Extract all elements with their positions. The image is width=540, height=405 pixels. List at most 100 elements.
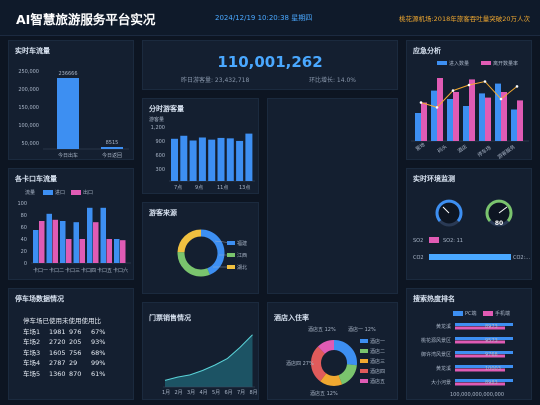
bar bbox=[511, 109, 517, 141]
table-header: 停车场 已使用 未使用 使用比 bbox=[23, 316, 113, 327]
bar bbox=[236, 140, 244, 181]
news-ticker[interactable]: 桃花源机场:2018年旅客吞吐量突破20万人次 bbox=[398, 15, 530, 23]
bar-outbound bbox=[93, 222, 99, 263]
vehicle-flow-chart: 250,000 200,000 150,000 100,000 50,000 2… bbox=[18, 69, 129, 159]
yesterday-stat: 昨日游客量: 23,432,718 bbox=[181, 77, 250, 84]
legend-label: 酒店三 bbox=[370, 358, 385, 365]
row-value: 8973 bbox=[485, 324, 498, 330]
y-tick: 60 bbox=[21, 225, 27, 231]
bar-inbound bbox=[87, 207, 93, 263]
growth-stat: 环比增长: 14.0% bbox=[309, 77, 356, 84]
y-tick: 300 bbox=[155, 167, 165, 173]
bar bbox=[415, 113, 421, 141]
overview-panel: 110,001,262 昨日游客量: 23,432,718 环比增长: 14.0… bbox=[142, 40, 398, 90]
so2-bar bbox=[429, 237, 439, 243]
legend-label: 酒店一 bbox=[370, 338, 385, 345]
search-panel: 搜索热度排名 PC端 手机端 黄龙溪 8973 桃花源风景区 9573 御许湾风景区 97… bbox=[406, 288, 532, 400]
bar-outbound bbox=[106, 239, 112, 263]
panel-title: 各卡口车流量 bbox=[15, 175, 57, 183]
table-row: 车场2 2720 205 93% bbox=[23, 338, 106, 346]
source-donut: 福建 江西 湖北 bbox=[177, 229, 247, 277]
x-label: 营地 bbox=[414, 141, 426, 152]
donut-slice bbox=[177, 229, 225, 277]
row-value: 9768 bbox=[485, 352, 498, 358]
legend-swatch bbox=[227, 265, 235, 269]
header-cell: 未使用 bbox=[62, 317, 82, 325]
legend-title: 流量 bbox=[25, 189, 35, 196]
legend-label: PC端 bbox=[465, 310, 477, 317]
co2-value: CO2:... bbox=[513, 255, 530, 261]
legend-label: 湖北 bbox=[237, 264, 247, 271]
bar-outbound bbox=[120, 240, 126, 263]
source-panel: 游客来源 福建 江西 湖北 bbox=[142, 202, 259, 294]
bar-mobile bbox=[455, 354, 505, 358]
legend-swatch bbox=[453, 311, 463, 316]
bar-mobile bbox=[455, 326, 505, 330]
bar-pc bbox=[455, 323, 513, 326]
x-label: 码头 bbox=[436, 143, 448, 154]
hotel-donut: 酒店五 12% 酒店一 12% 酒店四 27% 酒店五 12% 酒店一 酒店二 … bbox=[286, 326, 385, 397]
line-point bbox=[451, 89, 455, 92]
row-label: 黄龙溪 bbox=[436, 365, 451, 372]
y-tick: 600 bbox=[155, 153, 165, 159]
vehicle-flow-panel: 实时车流量 250,000 200,000 150,000 100,000 50… bbox=[8, 40, 134, 160]
area-fill bbox=[165, 334, 253, 387]
x-label: 游客服务 bbox=[496, 143, 516, 160]
bar-return bbox=[101, 147, 123, 149]
y-tick: 40 bbox=[21, 237, 27, 243]
line-point bbox=[435, 106, 439, 109]
bar bbox=[217, 137, 225, 181]
panel-title: 实时车流量 bbox=[15, 47, 50, 55]
donut-slice bbox=[177, 229, 225, 277]
y-tick: 1,200 bbox=[151, 125, 165, 131]
header-cell: 已使用 bbox=[42, 317, 63, 325]
bar bbox=[208, 139, 216, 181]
y-tick: 20 bbox=[21, 249, 27, 255]
bar-inbound bbox=[33, 230, 39, 263]
emergency-panel: 应急分析 进入数量 离开数量率 营地 码头 酒店 停车场 游客服务 bbox=[406, 40, 532, 161]
y-tick: 100,000 bbox=[18, 123, 39, 129]
legend-swatch bbox=[43, 190, 53, 195]
hourly-panel: 分时游客量 游客量 1,200 900 600 300 7点 9点 11点 13… bbox=[142, 98, 259, 194]
page-title: AI智慧旅游服务平台实况 bbox=[16, 12, 156, 27]
slice-label: 酒店四 27% bbox=[286, 360, 314, 367]
y-tick: 200,000 bbox=[18, 87, 39, 93]
row-label: 桃花源风景区 bbox=[421, 337, 451, 344]
legend-swatch bbox=[71, 190, 81, 195]
x-label: 8月 bbox=[250, 390, 258, 396]
bar-pc bbox=[455, 337, 513, 340]
value-label: 236666 bbox=[58, 71, 77, 77]
x-axis-label: 100,000,000,000,000 bbox=[450, 392, 504, 398]
hourly-chart: 游客量 1,200 900 600 300 7点 9点 11点 13点 bbox=[149, 116, 255, 191]
x-label: 13点 bbox=[239, 185, 250, 191]
x-label: 4月 bbox=[200, 390, 208, 396]
x-label: 酒店 bbox=[456, 143, 468, 154]
x-label: 卡口五 bbox=[97, 267, 112, 274]
bar bbox=[431, 90, 437, 141]
map-panel bbox=[267, 98, 398, 294]
bar bbox=[453, 92, 459, 141]
x-label: 1月 bbox=[162, 390, 170, 396]
slice-label: 酒店一 12% bbox=[348, 326, 376, 333]
hotel-panel: 酒店入住率 酒店五 12% 酒店一 12% 酒店四 27% 酒店五 12% 酒店… bbox=[267, 302, 398, 400]
series-line bbox=[164, 334, 253, 381]
table-row: 车场4 2787 29 99% bbox=[23, 359, 106, 367]
line-point bbox=[499, 97, 503, 101]
bar-inbound bbox=[73, 222, 79, 263]
table-row: 车场1 1981 976 67% bbox=[23, 327, 106, 336]
x-label: 卡口六 bbox=[113, 267, 128, 274]
environment-gauges: 80 SO2 SO2: 11 CO2 CO2:... bbox=[413, 199, 530, 261]
bar bbox=[245, 133, 253, 181]
bar bbox=[463, 106, 469, 141]
bar bbox=[495, 83, 501, 141]
bar-inbound bbox=[60, 221, 66, 263]
legend-swatch bbox=[437, 61, 447, 65]
bar-inbound bbox=[46, 213, 52, 263]
x-label: 7月 bbox=[237, 390, 245, 396]
line-point bbox=[483, 80, 487, 83]
legend-label: 酒店二 bbox=[370, 348, 385, 355]
top-header: AI智慧旅游服务平台实况 2024/12/19 10:20:38 星期四 桃花源… bbox=[0, 0, 540, 36]
total-visitors: 110,001,262 bbox=[217, 53, 323, 71]
legend-label: 进入数量 bbox=[449, 60, 469, 67]
bar bbox=[180, 135, 188, 181]
